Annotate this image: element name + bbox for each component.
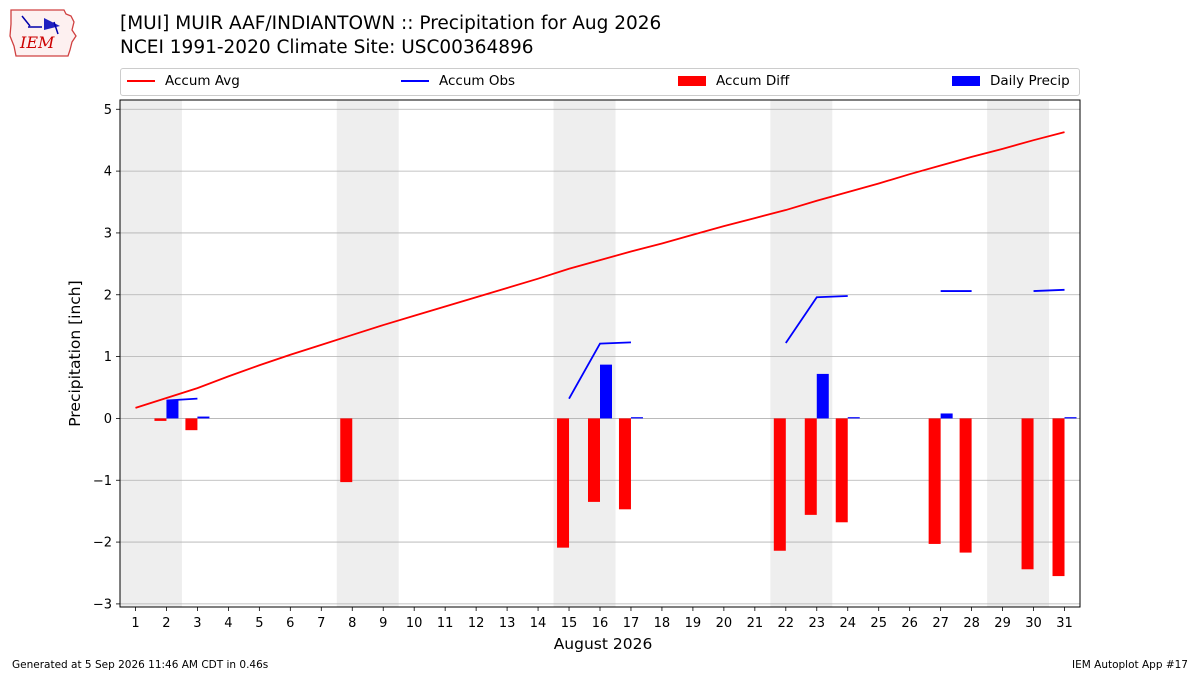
x-tick-label: 8: [348, 616, 356, 631]
accum-obs-line: [568, 341, 632, 400]
daily-precip-bar: [600, 364, 612, 419]
x-tick-label: 29: [994, 616, 1011, 631]
x-tick-label: 13: [499, 616, 516, 631]
logo-text: IEM: [19, 33, 55, 52]
x-tick-label: 26: [901, 616, 918, 631]
x-tick-label: 2: [162, 616, 170, 631]
y-tick-label: 2: [104, 288, 112, 303]
x-tick-label: 7: [317, 616, 325, 631]
footer-app: IEM Autoplot App #17: [1072, 659, 1188, 671]
legend-item-daily-precip: Daily Precip: [952, 73, 1070, 89]
legend-label-obs: Accum Obs: [439, 73, 516, 89]
y-tick-label: −2: [93, 536, 112, 551]
footer-generated: Generated at 5 Sep 2026 11:46 AM CDT in …: [12, 659, 269, 671]
weekend-shade: [120, 100, 182, 607]
x-tick-label: 6: [286, 616, 294, 631]
x-tick-label: 25: [870, 616, 887, 631]
y-tick-label: −1: [93, 474, 112, 489]
legend-item-accum-obs: Accum Obs: [401, 73, 515, 89]
x-tick-label: 21: [747, 616, 764, 631]
plot-frame: [119, 99, 1081, 608]
legend-item-accum-diff: Accum Diff: [678, 73, 789, 89]
weekend-shade: [553, 100, 616, 607]
x-tick-label: 19: [685, 616, 702, 631]
accum-diff-bar: [928, 418, 941, 544]
daily-precip-bar: [816, 373, 829, 419]
weekend-shade: [987, 100, 1050, 607]
chart-subtitle: NCEI 1991-2020 Climate Site: USC00364896: [120, 37, 534, 58]
x-tick-label: 14: [530, 616, 547, 631]
y-axis-label: Precipitation [inch]: [66, 280, 84, 426]
weekend-shade: [336, 100, 399, 607]
x-tick-label: 9: [379, 616, 387, 631]
accum-diff-bar: [959, 418, 972, 553]
iem-logo: IEM: [9, 9, 77, 57]
legend: Accum Avg Accum Obs Accum Diff Daily Pre…: [120, 68, 1080, 96]
x-tick-label: 20: [716, 616, 733, 631]
x-tick-label: 22: [778, 616, 795, 631]
x-tick-label: 11: [437, 616, 454, 631]
accum-diff-bar: [1052, 418, 1065, 577]
weekend-shade: [770, 100, 833, 607]
accum-diff-bar: [154, 418, 167, 421]
accum-diff-bar: [340, 418, 353, 483]
accum-diff-bar: [557, 418, 570, 548]
accum-diff-bar: [835, 418, 848, 523]
x-tick-label: 1: [131, 616, 139, 631]
legend-item-accum-avg: Accum Avg: [127, 73, 240, 89]
x-tick-label: 28: [963, 616, 980, 631]
legend-label-avg: Accum Avg: [165, 73, 240, 89]
y-tick-label: 1: [104, 350, 112, 365]
accum-diff-bar: [588, 418, 600, 502]
x-tick-label: 31: [1056, 616, 1073, 631]
y-tick-label: 5: [104, 103, 112, 118]
y-tick-label: 3: [104, 226, 112, 241]
accum-obs-line: [1033, 288, 1065, 292]
accum-diff-bar: [804, 418, 817, 515]
accum-diff-bar: [773, 418, 786, 551]
daily-precip-bar: [940, 413, 953, 419]
y-tick-label: 0: [104, 412, 112, 427]
x-tick-label: 30: [1025, 616, 1042, 631]
y-tick-label: −3: [93, 597, 112, 612]
x-tick-label: 3: [193, 616, 201, 631]
chart-title: [MUI] MUIR AAF/INDIANTOWN :: Precipitati…: [120, 13, 662, 34]
legend-swatch-obs: [401, 80, 429, 82]
x-tick-label: 23: [809, 616, 826, 631]
daily-precip-bar: [197, 416, 210, 419]
x-tick-label: 5: [255, 616, 263, 631]
accum-diff-bar: [1021, 418, 1034, 570]
accum-diff-bar: [185, 418, 198, 431]
daily-precip-bar: [847, 417, 860, 419]
accum-obs-line: [785, 295, 848, 344]
legend-label-diff: Accum Diff: [716, 73, 790, 89]
legend-swatch-avg: [127, 80, 155, 82]
x-tick-label: 18: [654, 616, 671, 631]
x-tick-label: 24: [839, 616, 856, 631]
legend-swatch-daily: [952, 76, 980, 86]
x-tick-label: 12: [468, 616, 485, 631]
legend-label-daily: Daily Precip: [990, 73, 1070, 89]
accum-diff-bar: [618, 418, 631, 510]
x-tick-label: 10: [406, 616, 423, 631]
x-tick-label: 15: [561, 616, 578, 631]
y-tick-label: 4: [104, 165, 112, 180]
x-axis-label: August 2026: [554, 635, 653, 653]
daily-precip-bar: [166, 400, 179, 419]
daily-precip-bar: [630, 417, 643, 419]
x-tick-label: 4: [224, 616, 232, 631]
accum-obs-line: [166, 397, 198, 402]
x-tick-label: 17: [623, 616, 640, 631]
daily-precip-bar: [1064, 417, 1077, 419]
accum-avg-line: [135, 131, 1065, 409]
x-tick-label: 27: [932, 616, 949, 631]
x-tick-label: 16: [592, 616, 609, 631]
legend-swatch-diff: [678, 76, 706, 86]
